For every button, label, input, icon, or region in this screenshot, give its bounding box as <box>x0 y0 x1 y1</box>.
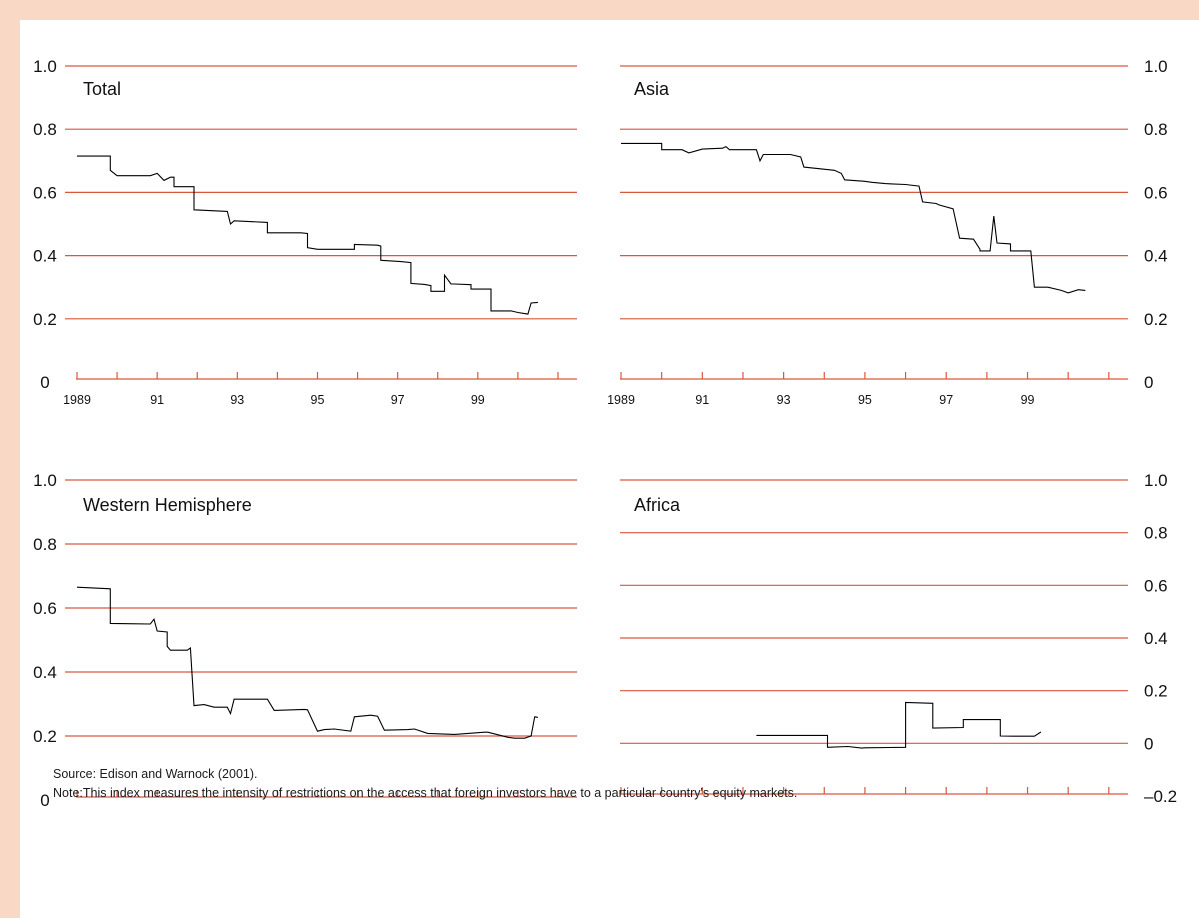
y-tick-label: 0.8 <box>33 120 57 139</box>
y-tick-label: 0.6 <box>1144 183 1168 202</box>
y-tick-label: 0.8 <box>1144 524 1168 543</box>
y-tick-label: 0 <box>40 373 49 392</box>
source-note: Source: Edison and Warnock (2001). <box>53 767 258 781</box>
chart-2: 0 0.2 0.4 0.6 0.8 1.0 1989 91 93 95 97 99 Asia <box>607 57 1168 407</box>
y-tick-label: 0.8 <box>1144 120 1168 139</box>
x-tick-label: 99 <box>1021 393 1035 407</box>
y-tick-label: 1.0 <box>1144 471 1168 490</box>
x-tick-label: 97 <box>391 393 405 407</box>
chart-4: –0.200.20.40.60.81.019899193959799Africa <box>620 471 1177 806</box>
y-tick-label: 0.4 <box>33 247 57 266</box>
y-tick-label: 0.4 <box>33 663 57 682</box>
y-tick-label: 0.2 <box>1144 310 1168 329</box>
x-tick-label: 91 <box>150 393 164 407</box>
explanatory-note: Note:This index measures the intensity o… <box>53 786 798 800</box>
y-tick-label: 0 <box>40 791 49 810</box>
x-tick-label: 97 <box>939 393 953 407</box>
y-tick-label: 0.2 <box>33 727 57 746</box>
y-tick-label: 0 <box>1144 734 1153 753</box>
figure-panel: 0 0.2 0.4 0.6 0.8 1.0 1989 91 93 95 97 99 Total 0 0.2 0… <box>20 20 1199 918</box>
y-tick-label: 0.8 <box>33 535 57 554</box>
y-tick-label: 0.2 <box>1144 682 1168 701</box>
series-line <box>76 586 539 739</box>
series-line <box>77 155 538 315</box>
x-tick-label: 91 <box>695 393 709 407</box>
y-tick-label: 0.4 <box>1144 629 1168 648</box>
chart-grid: 0 0.2 0.4 0.6 0.8 1.0 1989 91 93 95 97 99 Total 0 0.2 0… <box>20 20 1199 810</box>
x-tick-label: 1989 <box>63 393 91 407</box>
chart-3: 00.20.40.60.81.019899193959799Western He… <box>33 471 577 810</box>
y-tick-label: –0.2 <box>1144 787 1177 806</box>
chart-title: Asia <box>634 79 670 99</box>
x-tick-label: 93 <box>230 393 244 407</box>
series-line <box>756 701 1042 749</box>
y-tick-label: 1.0 <box>1144 57 1168 76</box>
chart-title: Western Hemisphere <box>83 495 252 515</box>
y-tick-label: 1.0 <box>33 57 57 76</box>
chart-title: Africa <box>634 495 681 515</box>
y-tick-label: 0 <box>1144 373 1153 392</box>
x-tick-label: 95 <box>858 393 872 407</box>
chart-1: 0 0.2 0.4 0.6 0.8 1.0 1989 91 93 95 97 99 Total <box>33 57 577 407</box>
x-tick-label: 1989 <box>607 393 635 407</box>
y-tick-label: 0.4 <box>1144 247 1168 266</box>
x-tick-label: 93 <box>777 393 791 407</box>
y-tick-label: 0.6 <box>1144 576 1168 595</box>
y-tick-label: 0.6 <box>33 599 57 618</box>
x-tick-label: 99 <box>471 393 485 407</box>
y-tick-label: 0.6 <box>33 183 57 202</box>
y-tick-label: 0.2 <box>33 310 57 329</box>
y-tick-label: 1.0 <box>33 471 57 490</box>
series-line <box>621 142 1086 294</box>
chart-title: Total <box>83 79 121 99</box>
x-tick-label: 95 <box>311 393 325 407</box>
